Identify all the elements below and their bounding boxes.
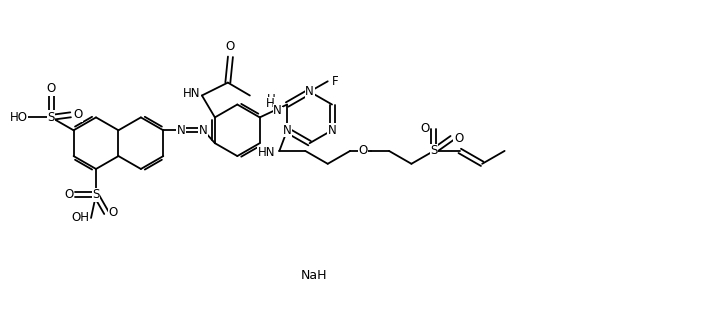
Text: O: O: [46, 82, 56, 95]
Text: OH: OH: [71, 212, 89, 224]
Text: O: O: [358, 144, 368, 157]
Text: S: S: [92, 188, 100, 201]
Text: O: O: [74, 108, 83, 121]
Text: F: F: [332, 75, 338, 88]
Text: O: O: [109, 206, 118, 219]
Text: HO: HO: [10, 111, 28, 124]
Text: N: N: [328, 124, 336, 137]
Text: S: S: [47, 111, 55, 124]
Text: O: O: [226, 40, 235, 53]
Text: O: O: [64, 188, 74, 201]
Text: N: N: [283, 124, 291, 137]
Text: NaH: NaH: [301, 269, 328, 281]
Text: N: N: [273, 104, 282, 117]
Text: HN: HN: [183, 87, 200, 100]
Text: O: O: [454, 132, 463, 145]
Text: N: N: [274, 108, 283, 120]
Text: N: N: [199, 124, 208, 137]
Text: N: N: [305, 85, 314, 98]
Text: O: O: [421, 122, 430, 135]
Text: HN: HN: [258, 146, 276, 159]
Text: H: H: [266, 96, 275, 110]
Text: H: H: [267, 93, 276, 106]
Text: S: S: [430, 144, 438, 157]
Text: N: N: [177, 124, 186, 137]
